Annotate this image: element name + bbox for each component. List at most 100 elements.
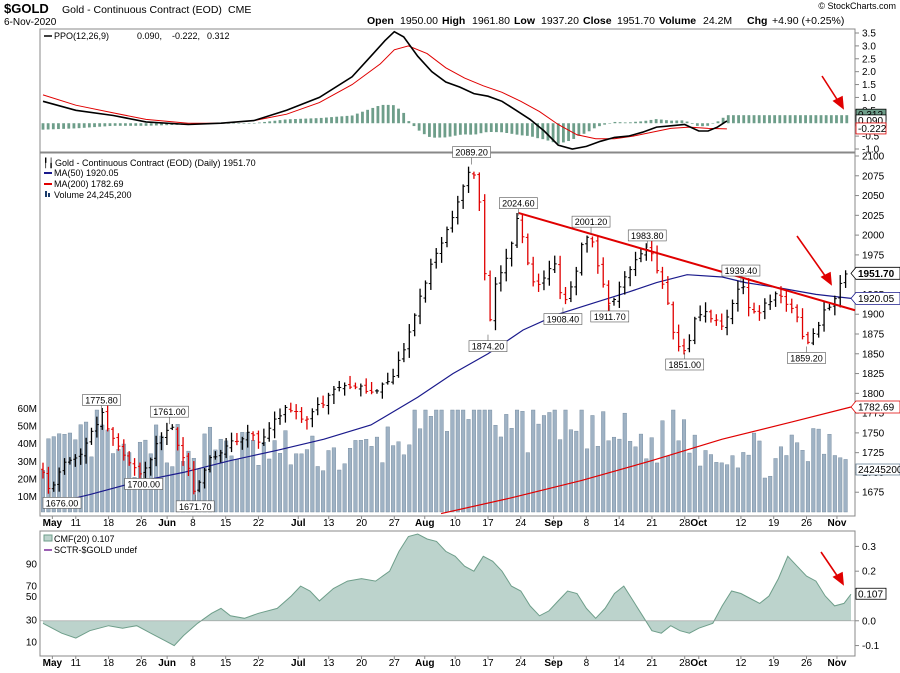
x-tick-label: 13: [323, 518, 335, 529]
price-callout-box: [150, 405, 189, 418]
volume-bar: [111, 453, 116, 513]
ppo-histogram-bar: [489, 123, 493, 132]
volume-bar: [590, 415, 595, 513]
ppo-legend-signal: -0.222,: [172, 31, 200, 41]
ppo-histogram-bar: [531, 123, 534, 137]
volume-bar: [396, 441, 401, 513]
ppo-histogram-bar: [227, 123, 230, 124]
price-callout-box: [42, 497, 82, 509]
ppo-histogram-bar: [77, 123, 81, 129]
x-tick-label: Sep: [544, 518, 562, 529]
volume-bar: [509, 428, 514, 513]
ppo-histogram-bar: [278, 120, 282, 124]
volume-bar: [154, 424, 159, 513]
x-tick-label: Oct: [690, 518, 707, 529]
x-tick-label: Jun: [158, 658, 176, 669]
volume-bar: [671, 409, 676, 513]
x-tick-label: Aug: [415, 518, 434, 529]
ppo-histogram-bar: [160, 123, 163, 126]
price-callout-label: 1859.20: [790, 353, 823, 363]
ppo-histogram-bar: [376, 106, 380, 124]
ppo-histogram-bar: [541, 123, 545, 140]
price-callout-label: 1671.70: [179, 502, 212, 512]
ppo-histogram-bar: [835, 115, 838, 124]
ppo-histogram-bar: [829, 115, 833, 124]
volume-bar: [89, 456, 94, 513]
volume-bar: [617, 438, 622, 513]
ppo-histogram-bar: [577, 123, 581, 136]
ppo-histogram-bar: [237, 123, 241, 124]
volume-bar: [504, 414, 509, 513]
ppo-value-marker-label: -0.222: [858, 124, 887, 135]
ppo-histogram-bar: [391, 105, 395, 124]
price-callout-box: [124, 478, 164, 490]
price-y-tick-label: 1675: [862, 488, 885, 499]
volume-bar: [310, 435, 315, 513]
volume-bar: [170, 466, 175, 513]
sctr-y-tick-label: 10: [26, 637, 38, 648]
ppo-histogram-bar: [453, 123, 457, 136]
ppo-histogram-bar: [665, 120, 668, 124]
price-callout-box: [82, 394, 121, 406]
price-y-tick-label: 1775: [862, 409, 885, 420]
ppo-histogram-bar: [634, 121, 637, 124]
price-y-tick-label: 2075: [862, 171, 885, 182]
volume-bar: [595, 446, 600, 513]
ppo-histogram-bar: [381, 104, 385, 124]
x-tick-label: Oct: [690, 658, 707, 669]
x-tick-label: 22: [253, 658, 265, 669]
ppo-histogram-bar: [639, 121, 643, 124]
ppo-histogram-bar: [366, 109, 370, 124]
ppo-histogram-bar: [479, 123, 483, 134]
ppo-histogram-bar: [443, 123, 447, 138]
sctr-legend: SCTR-$GOLD undef: [54, 545, 138, 555]
ppo-histogram-bar: [608, 123, 612, 124]
ppo-value-marker-label: 0.090: [858, 116, 883, 127]
volume-bar: [455, 409, 460, 513]
x-tick-label: May: [43, 658, 63, 669]
ppo-histogram-bar: [721, 117, 725, 124]
x-tick-label: Sep: [544, 658, 562, 669]
open-label: Open: [367, 15, 394, 27]
ppo-histogram-bar: [711, 123, 715, 124]
x-tick-label: 11: [71, 658, 82, 669]
ppo-histogram-bar: [695, 123, 699, 126]
volume-bar: [51, 436, 56, 513]
volume-bar: [374, 436, 379, 513]
price-callout-label: 1775.80: [85, 395, 118, 405]
price-callout-box: [175, 500, 215, 513]
volume-y-tick-label: 60M: [18, 404, 37, 415]
x-tick-label: 26: [801, 518, 813, 529]
price-callout-label: 2001.20: [575, 217, 608, 227]
volume-bar: [541, 415, 546, 513]
ppo-panel: 3.53.02.52.01.51.00.5-0.5-1.00.3120.090-…: [41, 29, 887, 156]
price-callout-box: [571, 215, 611, 228]
x-tick-label: 24: [515, 658, 527, 669]
volume-bar: [353, 440, 358, 513]
ppo-histogram-bar: [500, 123, 503, 133]
x-tick-label: 12: [735, 518, 747, 529]
volume-bar: [628, 441, 633, 513]
volume-bar: [703, 450, 708, 513]
ppo-histogram-bar: [124, 123, 127, 126]
x-tick-label: 28: [679, 658, 691, 669]
ppo-histogram-bar: [742, 115, 746, 124]
ppo-histogram-bar: [118, 123, 122, 126]
volume-bar: [450, 409, 455, 513]
price-callout-label: 2089.20: [455, 148, 488, 158]
x-tick-label: 19: [768, 518, 780, 529]
ppo-panel-frame: [39, 28, 856, 153]
volume-bar: [78, 424, 83, 513]
volume-label: Volume: [659, 15, 696, 27]
volume-bar: [434, 409, 439, 513]
ppo-histogram-bar: [469, 123, 473, 135]
arrow-annotations: [796, 75, 844, 586]
price-value-marker-label: 1951.70: [858, 269, 895, 280]
ppo-histogram-bar: [268, 121, 272, 124]
x-tick-label: 14: [614, 658, 626, 669]
ppo-histogram-bar: [232, 123, 236, 124]
x-tick-label: 21: [646, 518, 658, 529]
close-value: 1951.70: [617, 15, 655, 27]
volume-bar: [558, 439, 563, 513]
x-tick-label: 17: [482, 658, 494, 669]
